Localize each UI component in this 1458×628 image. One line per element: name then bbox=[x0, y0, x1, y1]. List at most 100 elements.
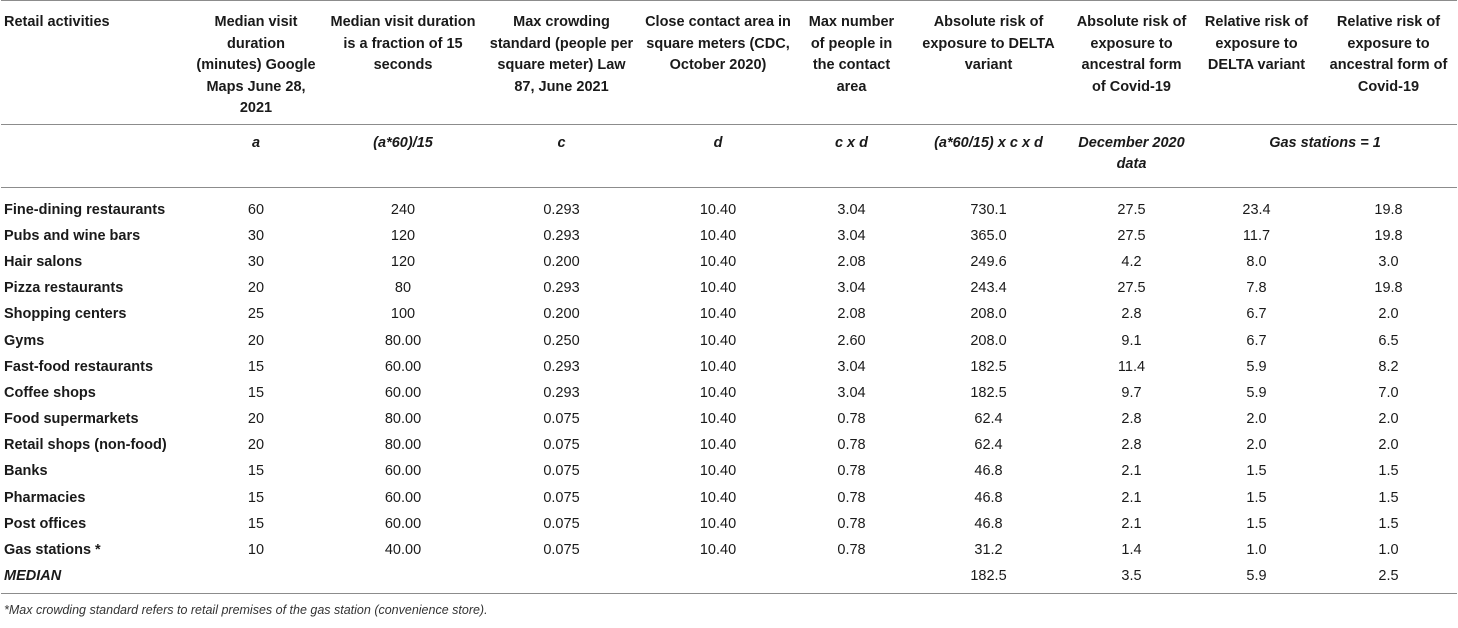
table-cell: 60.00 bbox=[384, 384, 422, 401]
table-cell: 46.8 bbox=[974, 515, 1003, 532]
table-cell: 120 bbox=[390, 253, 416, 270]
formula-cell: c x d bbox=[796, 124, 907, 188]
row-label: Pizza restaurants bbox=[4, 280, 124, 297]
table-cell: 10.40 bbox=[699, 358, 737, 375]
table-cell: 10.40 bbox=[699, 515, 737, 532]
table-cell: 1.0 bbox=[1246, 542, 1267, 559]
row-label: Food supermarkets bbox=[4, 411, 139, 428]
median-abs-ancestral: 3.5 bbox=[1070, 563, 1193, 595]
table-cell: 0.075 bbox=[543, 542, 580, 559]
table-cell: 62.4 bbox=[974, 411, 1003, 428]
table-cell: 10.40 bbox=[699, 384, 737, 401]
table-cell: 10.40 bbox=[699, 489, 737, 506]
table-cell: 46.8 bbox=[974, 489, 1003, 506]
table-cell: 8.2 bbox=[1378, 358, 1399, 375]
table-cell: 7.0 bbox=[1378, 384, 1399, 401]
column-header: Absolute risk of exposure to ancestral f… bbox=[1070, 0, 1193, 125]
table-cell: 10.40 bbox=[699, 227, 737, 244]
table-cell: 3.04 bbox=[837, 280, 866, 297]
table-cell: 10.40 bbox=[699, 463, 737, 480]
table-cell: 0.075 bbox=[543, 515, 580, 532]
table-cell: 208.0 bbox=[970, 332, 1007, 349]
table-row: Hair salons 30 120 0.200 10.40 2.08 249.… bbox=[1, 249, 1457, 275]
table-cell: 80.00 bbox=[384, 332, 422, 349]
table-cell: 10.40 bbox=[699, 411, 737, 428]
table-cell: 46.8 bbox=[974, 463, 1003, 480]
formula-cell: c bbox=[483, 124, 640, 188]
table-cell: 0.78 bbox=[837, 489, 866, 506]
table-cell: 1.5 bbox=[1246, 515, 1267, 532]
table-cell: 6.7 bbox=[1246, 332, 1267, 349]
table-cell: 120 bbox=[390, 227, 416, 244]
table-cell: 0.075 bbox=[543, 463, 580, 480]
table-cell: 10.40 bbox=[699, 332, 737, 349]
table-cell: 0.250 bbox=[543, 332, 580, 349]
formula-cell: (a*60/15) x c x d bbox=[907, 124, 1070, 188]
row-label: Gyms bbox=[4, 332, 45, 349]
table-cell: 30 bbox=[247, 253, 265, 270]
table-cell: 80 bbox=[394, 280, 412, 297]
table-cell: 10.40 bbox=[699, 542, 737, 559]
row-label: Hair salons bbox=[4, 253, 83, 270]
retail-risk-table: Retail activities Median visit duration … bbox=[1, 0, 1457, 595]
table-cell: 0.293 bbox=[543, 280, 580, 297]
table-cell: 0.78 bbox=[837, 515, 866, 532]
row-label: Pubs and wine bars bbox=[4, 227, 141, 244]
table-cell: 60.00 bbox=[384, 463, 422, 480]
table-cell: 10.40 bbox=[699, 437, 737, 454]
table-cell: 730.1 bbox=[970, 201, 1007, 218]
table-cell: 3.04 bbox=[837, 384, 866, 401]
table-cell: 1.5 bbox=[1246, 489, 1267, 506]
table-cell: 3.04 bbox=[837, 201, 866, 218]
formula-cell: December 2020 data bbox=[1070, 124, 1193, 188]
formula-cell: a bbox=[189, 124, 323, 188]
median-label: MEDIAN bbox=[1, 563, 189, 595]
row-label: Coffee shops bbox=[4, 384, 96, 401]
formula-row: a (a*60)/15 c d c x d (a*60/15) x c x d … bbox=[1, 124, 1457, 188]
table-row: Gas stations * 10 40.00 0.075 10.40 0.78… bbox=[1, 537, 1457, 563]
table-cell: 1.5 bbox=[1378, 463, 1399, 480]
table-cell: 2.0 bbox=[1246, 411, 1267, 428]
table-cell: 20 bbox=[247, 437, 265, 454]
table-footnote: *Max crowding standard refers to retail … bbox=[4, 603, 488, 618]
table-cell: 0.200 bbox=[543, 306, 580, 323]
table-cell: 182.5 bbox=[970, 384, 1007, 401]
table-cell: 1.5 bbox=[1378, 515, 1399, 532]
table-cell: 40.00 bbox=[384, 542, 422, 559]
table-row: Pharmacies 15 60.00 0.075 10.40 0.78 46.… bbox=[1, 485, 1457, 511]
table-row: Shopping centers 25 100 0.200 10.40 2.08… bbox=[1, 301, 1457, 327]
table-cell-empty bbox=[323, 563, 483, 595]
table-cell: 30 bbox=[247, 227, 265, 244]
table-cell: 20 bbox=[247, 280, 265, 297]
formula-cell-empty bbox=[1, 124, 189, 188]
column-header: Relative risk of exposure to DELTA varia… bbox=[1193, 0, 1320, 125]
table-row: Retail shops (non-food) 20 80.00 0.075 1… bbox=[1, 432, 1457, 458]
column-header: Max number of people in the contact area bbox=[796, 0, 907, 125]
table-cell: 6.7 bbox=[1246, 306, 1267, 323]
table-cell: 19.8 bbox=[1374, 227, 1403, 244]
table-cell: 15 bbox=[247, 489, 265, 506]
table-cell: 11.4 bbox=[1117, 358, 1146, 375]
table-cell: 2.0 bbox=[1378, 411, 1399, 428]
table-cell: 10.40 bbox=[699, 253, 737, 270]
table-cell-empty bbox=[483, 563, 640, 595]
median-row: MEDIAN 182.5 3.5 5.9 2.5 bbox=[1, 563, 1457, 595]
table-cell: 80.00 bbox=[384, 411, 422, 428]
table-cell: 80.00 bbox=[384, 437, 422, 454]
row-label: Gas stations * bbox=[4, 542, 101, 559]
table-cell: 0.78 bbox=[837, 463, 866, 480]
column-header: Median visit duration is a fraction of 1… bbox=[323, 0, 483, 125]
table-cell: 100 bbox=[390, 306, 416, 323]
table-cell: 0.78 bbox=[837, 437, 866, 454]
table-cell: 2.0 bbox=[1246, 437, 1267, 454]
table-cell: 11.7 bbox=[1242, 227, 1271, 244]
table-cell: 15 bbox=[247, 384, 265, 401]
table-cell: 3.04 bbox=[837, 358, 866, 375]
table-cell-empty bbox=[796, 563, 907, 595]
table-cell: 20 bbox=[247, 332, 265, 349]
table-cell: 182.5 bbox=[970, 358, 1007, 375]
table-row: Food supermarkets 20 80.00 0.075 10.40 0… bbox=[1, 406, 1457, 432]
table-cell: 2.0 bbox=[1378, 306, 1399, 323]
table-cell: 0.293 bbox=[543, 358, 580, 375]
